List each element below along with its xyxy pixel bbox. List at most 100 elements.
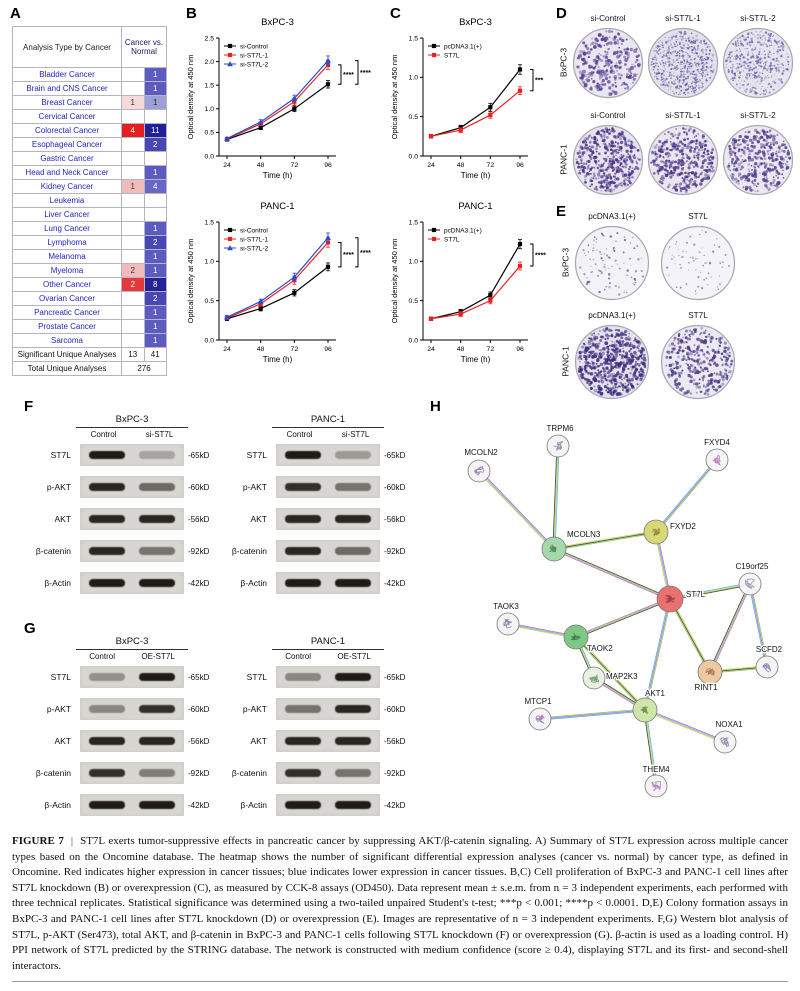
heatmap-header-left: Analysis Type by Cancer bbox=[12, 26, 122, 68]
blot-image bbox=[276, 508, 380, 530]
oncomine-heatmap: Analysis Type by Cancer Cancer vs. Norma… bbox=[12, 26, 167, 376]
blot-band bbox=[89, 705, 125, 713]
lane-label: Control bbox=[90, 430, 117, 439]
colony-cellline-label: PANC-1 bbox=[560, 346, 571, 377]
cancer-type-row: Other Cancer 2 8 bbox=[12, 277, 167, 292]
panel-label-a: A bbox=[10, 5, 21, 22]
svg-text:THEM4: THEM4 bbox=[642, 765, 670, 774]
protein-label: AKT bbox=[54, 514, 71, 524]
panel-label-c: C bbox=[390, 5, 401, 22]
protein-label: β-catenin bbox=[231, 768, 267, 778]
svg-text:24: 24 bbox=[223, 346, 231, 353]
svg-text:72: 72 bbox=[487, 346, 495, 353]
blot-band bbox=[139, 737, 175, 745]
svg-text:0.5: 0.5 bbox=[409, 298, 419, 305]
cancer-type-row: Myeloma 2 1 bbox=[12, 263, 167, 278]
lane-labels: Control OE-ST7L bbox=[76, 652, 188, 661]
caption-separator: | bbox=[70, 835, 74, 847]
molecular-weight-marker: -56kD bbox=[384, 514, 406, 524]
svg-text:1.0: 1.0 bbox=[205, 106, 215, 113]
colony-assay-overexpression: pcDNA3.1(+) ST7L BxPC-3 pcDNA3.1(+) ST7L PANC… bbox=[558, 212, 758, 402]
blot-band bbox=[139, 579, 175, 587]
svg-text:1.5: 1.5 bbox=[409, 219, 419, 226]
blot-band bbox=[139, 515, 175, 523]
blot-cellline-title: BxPC-3 bbox=[76, 414, 188, 428]
blot-band bbox=[89, 483, 125, 491]
blot-band bbox=[139, 547, 175, 555]
caption-tag: FIGURE 7 bbox=[12, 835, 64, 847]
svg-text:PANC-1: PANC-1 bbox=[260, 201, 294, 212]
colony-dish bbox=[574, 225, 650, 301]
colony-dish bbox=[660, 324, 736, 400]
lane-label: OE-ST7L bbox=[141, 652, 175, 661]
protein-label: β-catenin bbox=[35, 768, 71, 778]
heatmap-cell: 41 bbox=[143, 347, 167, 362]
cancer-type-row: Kidney Cancer 1 4 bbox=[12, 179, 167, 194]
blot-image bbox=[276, 730, 380, 752]
colony-column-label: si-ST7L-2 bbox=[740, 111, 776, 120]
colony-column-label: si-ST7L-2 bbox=[740, 14, 776, 23]
blot-row: ST7L -65kD bbox=[226, 439, 418, 471]
blot-row: β-Actin -42kD bbox=[30, 789, 222, 821]
cancer-type-name: Myeloma bbox=[12, 263, 122, 278]
cancer-type-row: Melanoma 1 bbox=[12, 249, 167, 264]
heatmap-cell: 1 bbox=[143, 81, 167, 96]
heatmap-cell bbox=[121, 67, 145, 82]
colony-column-label: ST7L bbox=[688, 311, 708, 320]
molecular-weight-marker: -92kD bbox=[384, 546, 406, 556]
blot-image bbox=[276, 444, 380, 466]
node-FXYD2: FXYD2 bbox=[643, 519, 698, 545]
lane-label: si-ST7L bbox=[145, 430, 174, 439]
protein-label: AKT bbox=[54, 736, 71, 746]
cancer-type-name: Gastric Cancer bbox=[12, 151, 122, 166]
svg-text:72: 72 bbox=[291, 346, 299, 353]
node-FXYD4: FXYD4 bbox=[703, 437, 732, 472]
western-blot-overexpression: BxPC-3 Control OE-ST7L ST7L -65kD p-AKT -60kD A… bbox=[30, 636, 430, 828]
blot-band bbox=[89, 673, 125, 681]
heatmap-cell bbox=[121, 319, 145, 334]
heatmap-cell: 1 bbox=[143, 249, 167, 264]
node-SCFD2: SCFD2 bbox=[755, 644, 784, 679]
svg-text:0.0: 0.0 bbox=[205, 153, 215, 160]
blot-image bbox=[80, 762, 184, 784]
cancer-type-name: Kidney Cancer bbox=[12, 179, 122, 194]
heatmap-cell: 1 bbox=[143, 95, 167, 110]
molecular-weight-marker: -92kD bbox=[188, 768, 210, 778]
blot-band bbox=[139, 483, 175, 491]
svg-text:si-Control: si-Control bbox=[240, 43, 268, 50]
heatmap-cell bbox=[121, 291, 145, 306]
blot-band bbox=[335, 451, 371, 459]
svg-text:si-ST7L-2: si-ST7L-2 bbox=[240, 245, 269, 252]
cancer-type-row: Sarcoma 1 bbox=[12, 333, 167, 348]
heatmap-cell: 11 bbox=[143, 123, 167, 138]
molecular-weight-marker: -56kD bbox=[384, 736, 406, 746]
molecular-weight-marker: -42kD bbox=[384, 578, 406, 588]
blot-image bbox=[80, 666, 184, 688]
node-AKT1: AKT1 bbox=[632, 688, 667, 723]
blot-band bbox=[335, 801, 371, 809]
svg-text:si-ST7L-2: si-ST7L-2 bbox=[240, 61, 269, 68]
svg-text:0.0: 0.0 bbox=[409, 153, 419, 160]
heatmap-cell: 4 bbox=[121, 123, 145, 138]
blot-cellline-title: PANC-1 bbox=[272, 414, 384, 428]
svg-text:96: 96 bbox=[516, 346, 524, 353]
protein-label: β-catenin bbox=[35, 546, 71, 556]
svg-text:C19orf25: C19orf25 bbox=[736, 562, 769, 571]
svg-text:****: **** bbox=[343, 72, 354, 79]
colony-dish bbox=[572, 124, 644, 196]
svg-text:FXYD2: FXYD2 bbox=[670, 522, 696, 531]
blot-band bbox=[89, 801, 125, 809]
heatmap-cell: 1 bbox=[121, 95, 145, 110]
molecular-weight-marker: -65kD bbox=[384, 450, 406, 460]
molecular-weight-marker: -60kD bbox=[188, 482, 210, 492]
total-label: Total Unique Analyses bbox=[12, 361, 122, 376]
heatmap-cell bbox=[121, 235, 145, 250]
svg-text:1.5: 1.5 bbox=[205, 83, 215, 90]
cancer-type-row: Lung Cancer 1 bbox=[12, 221, 167, 236]
blot-row: β-catenin -92kD bbox=[30, 535, 222, 567]
molecular-weight-marker: -42kD bbox=[188, 578, 210, 588]
svg-text:****: **** bbox=[360, 250, 371, 257]
lane-labels: Control OE-ST7L bbox=[272, 652, 384, 661]
svg-text:96: 96 bbox=[324, 346, 332, 353]
cancer-type-name: Pancreatic Cancer bbox=[12, 305, 122, 320]
